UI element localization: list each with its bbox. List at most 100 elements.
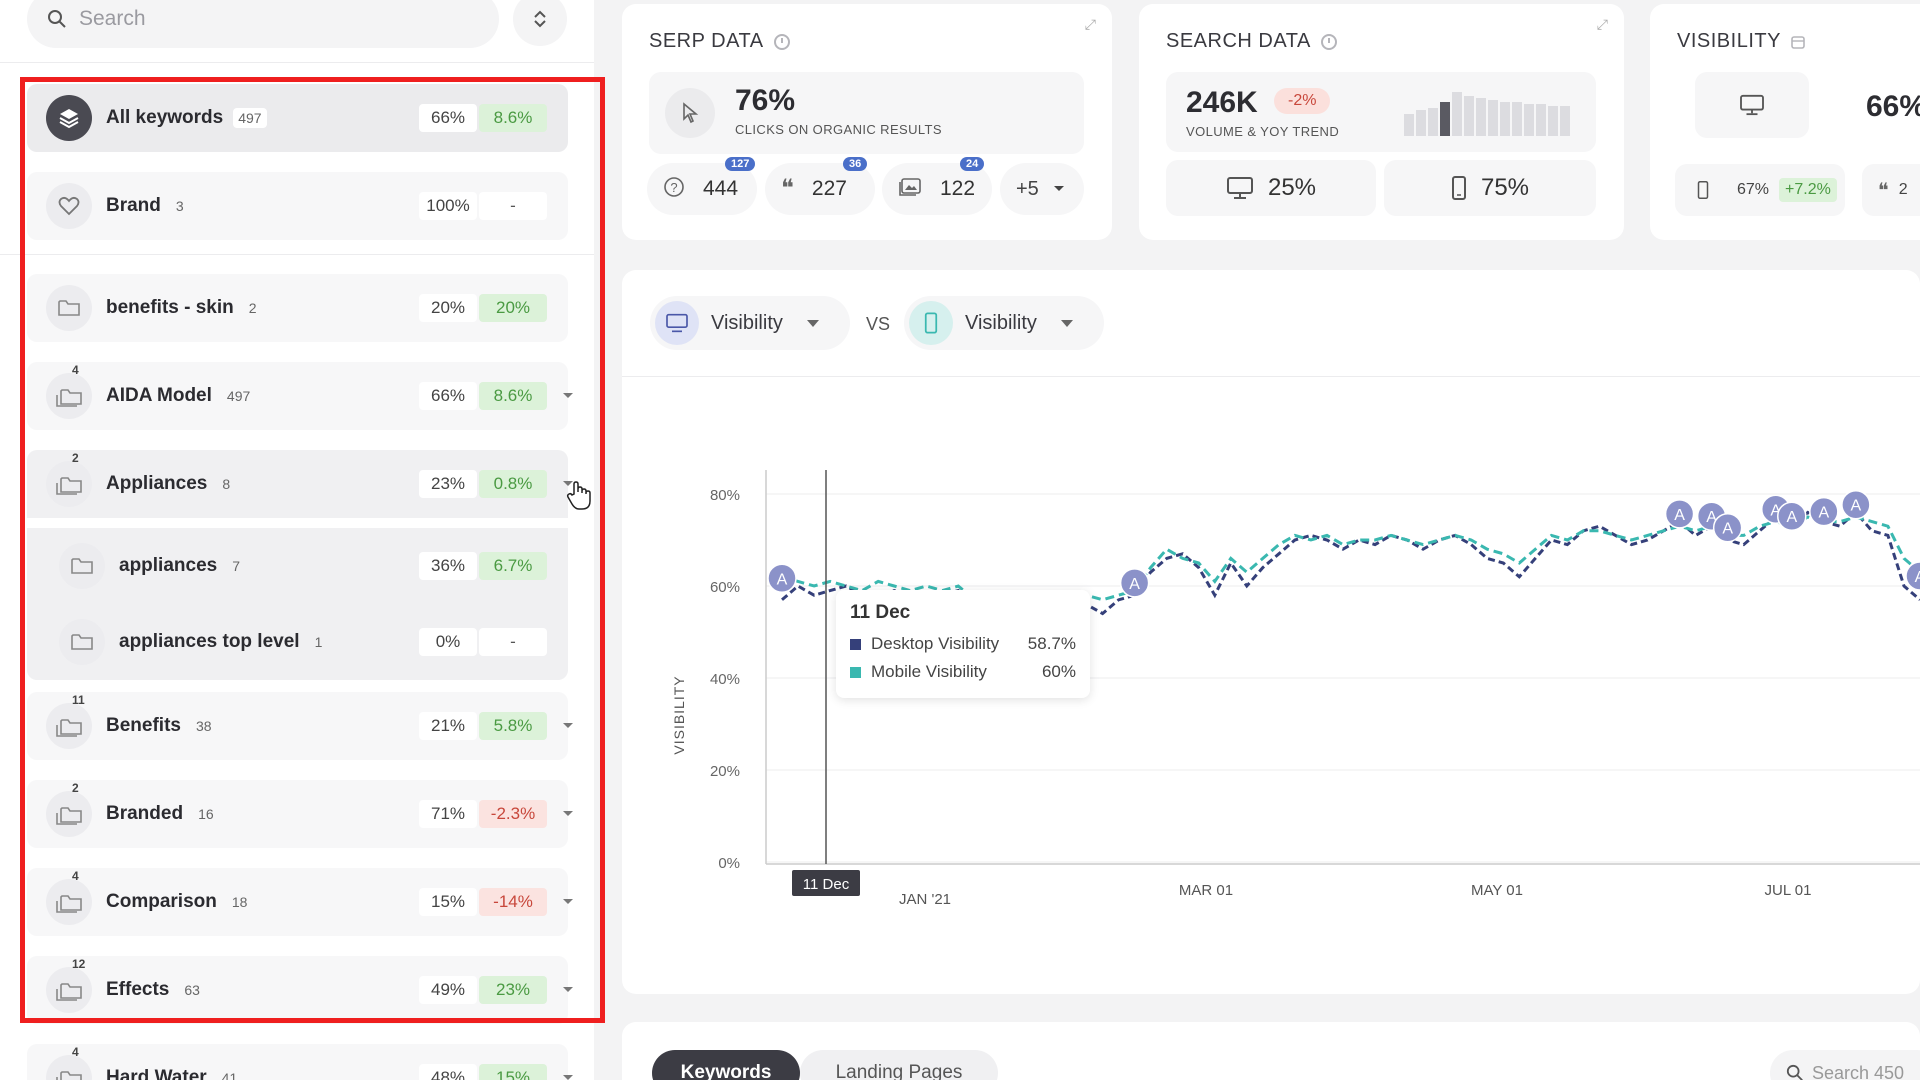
- right-metric-dropdown[interactable]: Visibility: [904, 296, 1104, 350]
- keyword-group-name: Brand: [106, 195, 161, 216]
- legend-swatch: [850, 666, 861, 678]
- serp-feature-badge: 36: [843, 157, 868, 171]
- keyword-row[interactable]: Brand 3 100% -: [27, 172, 568, 240]
- annotation-marker: [1664, 499, 1695, 529]
- visibility-percent: 0%: [419, 628, 477, 656]
- folder-icon: [59, 619, 105, 665]
- search-input[interactable]: Search: [79, 7, 146, 30]
- question-icon: ?: [663, 176, 685, 203]
- visibility-chart-card: Visibility VS Visibility 80% 60% 40% 20% 0% V…: [622, 270, 1920, 994]
- keyword-row[interactable]: 12 Effects 63 49% 23%: [27, 956, 573, 1024]
- cursor-label: 11 Dec: [803, 876, 850, 893]
- annotation-label: A: [1786, 509, 1797, 526]
- keyword-row[interactable]: appliances top level 1 0% -: [27, 604, 568, 680]
- chevron-down-icon[interactable]: [560, 982, 576, 998]
- volume-bar: [1428, 108, 1438, 136]
- keyword-count: 38: [195, 718, 212, 734]
- tab-landing-pages[interactable]: Landing Pages: [800, 1050, 998, 1080]
- keyword-row[interactable]: 4 Hard Water 41 48% 15%: [27, 1044, 573, 1080]
- volume-bar: [1404, 114, 1414, 136]
- serp-feature-pill[interactable]: 122 24: [882, 157, 992, 215]
- chevron-down-icon[interactable]: [560, 476, 576, 492]
- keyword-row[interactable]: appliances 7 36% 6.7%: [27, 528, 568, 604]
- left-metric-label: Visibility: [711, 311, 783, 334]
- heart-icon: [46, 183, 92, 229]
- subgroup-count: 12: [72, 957, 86, 971]
- expand-icon[interactable]: ⤢: [1084, 16, 1096, 32]
- visibility-trend: 5.8%: [479, 712, 547, 740]
- search-icon: [48, 10, 66, 28]
- chevron-down-icon[interactable]: [560, 718, 576, 734]
- y-tick-label: 20%: [710, 763, 740, 780]
- annotation-marker: [1119, 568, 1150, 598]
- mobile-share: 75%: [1384, 160, 1596, 216]
- vs-label: VS: [866, 314, 891, 334]
- keyword-count: 1: [314, 634, 323, 650]
- layers-icon: [46, 95, 92, 141]
- serp-feature-value: 444: [703, 177, 739, 200]
- serp-feature-pill[interactable]: ? 444 127: [647, 157, 757, 215]
- x-tick-label: MAR 01: [1179, 882, 1233, 899]
- keyword-row[interactable]: 2 Appliances 8 23% 0.8%: [27, 450, 573, 518]
- keyword-group-name: appliances top level: [119, 631, 300, 652]
- keyword-group-name: All keywords: [106, 107, 224, 128]
- keyword-row[interactable]: 11 Benefits 38 21% 5.8%: [27, 692, 573, 760]
- visibility-trend: 23%: [479, 976, 547, 1004]
- chevron-down-icon[interactable]: [560, 388, 576, 404]
- serp-feature-badge: 24: [960, 157, 985, 171]
- volume-trend-bars: [1404, 92, 1570, 136]
- visibility-line-chart[interactable]: 80% 60% 40% 20% 0% VISIBILITY JAN '21 MAR 01 MAY…: [622, 270, 1920, 994]
- keyword-group-name: benefits - skin: [106, 297, 234, 318]
- keyword-group-name: Branded: [106, 803, 184, 824]
- serp-feature-value: 122: [940, 177, 976, 200]
- x-tick-label: JAN '21: [899, 891, 951, 908]
- volume-bar: [1512, 102, 1522, 136]
- keyword-row[interactable]: All keywords 497 66% 8.6%: [27, 84, 568, 152]
- more-features-dropdown[interactable]: +5: [1000, 163, 1084, 215]
- keyword-count: 497: [233, 108, 267, 128]
- visibility-trend: -: [479, 192, 547, 220]
- left-metric-dropdown[interactable]: Visibility: [650, 296, 850, 350]
- keyword-group-name: Comparison: [106, 891, 217, 912]
- x-tick-label: MAY 01: [1471, 882, 1523, 899]
- volume-bar: [1560, 106, 1570, 136]
- mobile-icon: [1697, 181, 1709, 199]
- visibility-card: VISIBILITY 66% 67% +7.2% ❝ 2: [1650, 4, 1920, 240]
- keyword-row[interactable]: 4 AIDA Model 497 66% 8.6%: [27, 362, 573, 430]
- tab-keywords[interactable]: Keywords: [652, 1050, 800, 1080]
- annotation-label: A: [1818, 505, 1829, 522]
- volume-label: VOLUME & YOY TREND: [1186, 124, 1340, 139]
- visibility-trend: 8.6%: [479, 104, 547, 132]
- divider: [0, 62, 594, 63]
- tooltip-series-name: Desktop Visibility: [871, 634, 1000, 653]
- keyword-count: 2: [248, 300, 257, 316]
- visibility-percent: 66%: [419, 382, 477, 410]
- folder-stack-icon: 11: [46, 693, 92, 749]
- chevron-down-icon[interactable]: [560, 806, 576, 822]
- keyword-row[interactable]: 2 Branded 16 71% -2.3%: [27, 780, 573, 848]
- search-box[interactable]: Search: [27, 0, 499, 48]
- keyword-group-name: Effects: [106, 979, 170, 1000]
- table-search-input[interactable]: Search 450: [1812, 1062, 1905, 1080]
- table-search-box[interactable]: Search 450: [1770, 1050, 1920, 1080]
- visibility-percent: 20%: [419, 294, 477, 322]
- keyword-row[interactable]: benefits - skin 2 20% 20%: [27, 274, 568, 342]
- y-tick-label: 80%: [710, 487, 740, 504]
- chevron-down-icon: [1060, 319, 1073, 327]
- chevron-down-icon: [1053, 180, 1065, 198]
- serp-feature-pill[interactable]: ❝ 227 36: [765, 157, 875, 215]
- quote-feature-value: 2: [1898, 181, 1908, 198]
- chevron-down-icon[interactable]: [560, 1070, 576, 1080]
- visibility-percent: 15%: [419, 888, 477, 916]
- keyword-row[interactable]: 4 Comparison 18 15% -14%: [27, 868, 573, 936]
- chevron-down-icon[interactable]: [560, 894, 576, 910]
- sort-button[interactable]: [513, 0, 567, 46]
- keyword-count: 3: [175, 198, 184, 214]
- clock-icon: [1320, 33, 1337, 50]
- mobile-visibility-value: 67%: [1737, 181, 1770, 198]
- card-title: SEARCH DATA: [1166, 30, 1311, 52]
- search-data-card: SEARCH DATA ⤢ 246K -2% VOLUME & YOY TREN…: [1139, 4, 1624, 240]
- expand-icon[interactable]: ⤢: [1596, 16, 1608, 32]
- subgroup-count: 2: [72, 781, 79, 795]
- keyword-sidebar: Search All keywords 497 66% 8.6% Brand 3 100% -…: [0, 0, 594, 1080]
